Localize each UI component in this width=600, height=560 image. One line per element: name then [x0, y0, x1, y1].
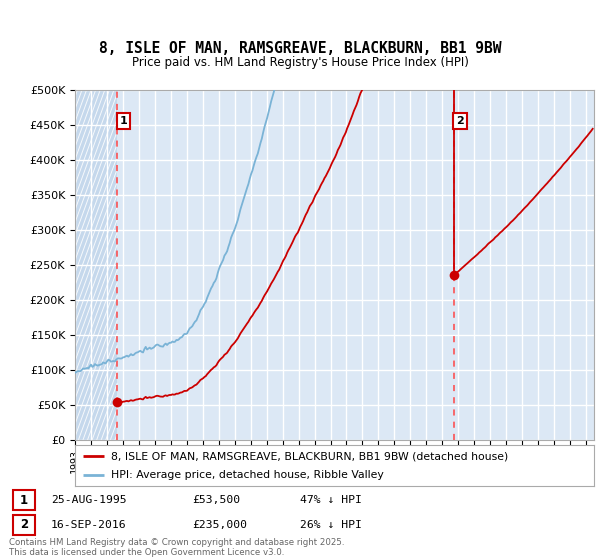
- Text: 1: 1: [20, 494, 28, 507]
- Text: 8, ISLE OF MAN, RAMSGREAVE, BLACKBURN, BB1 9BW (detached house): 8, ISLE OF MAN, RAMSGREAVE, BLACKBURN, B…: [112, 451, 509, 461]
- Text: 2: 2: [456, 116, 464, 126]
- Text: Contains HM Land Registry data © Crown copyright and database right 2025.
This d: Contains HM Land Registry data © Crown c…: [9, 538, 344, 557]
- Text: £235,000: £235,000: [192, 520, 247, 530]
- Text: 1: 1: [119, 116, 127, 126]
- FancyBboxPatch shape: [13, 491, 35, 510]
- Text: 25-AUG-1995: 25-AUG-1995: [51, 495, 127, 505]
- Text: Price paid vs. HM Land Registry's House Price Index (HPI): Price paid vs. HM Land Registry's House …: [131, 57, 469, 69]
- Text: £53,500: £53,500: [192, 495, 240, 505]
- Text: 8, ISLE OF MAN, RAMSGREAVE, BLACKBURN, BB1 9BW: 8, ISLE OF MAN, RAMSGREAVE, BLACKBURN, B…: [99, 41, 501, 56]
- Text: 2: 2: [20, 519, 28, 531]
- Text: HPI: Average price, detached house, Ribble Valley: HPI: Average price, detached house, Ribb…: [112, 470, 384, 479]
- FancyBboxPatch shape: [13, 515, 35, 535]
- Bar: [75, 90, 117, 440]
- Text: 47% ↓ HPI: 47% ↓ HPI: [300, 495, 362, 505]
- Text: 26% ↓ HPI: 26% ↓ HPI: [300, 520, 362, 530]
- Text: 16-SEP-2016: 16-SEP-2016: [51, 520, 127, 530]
